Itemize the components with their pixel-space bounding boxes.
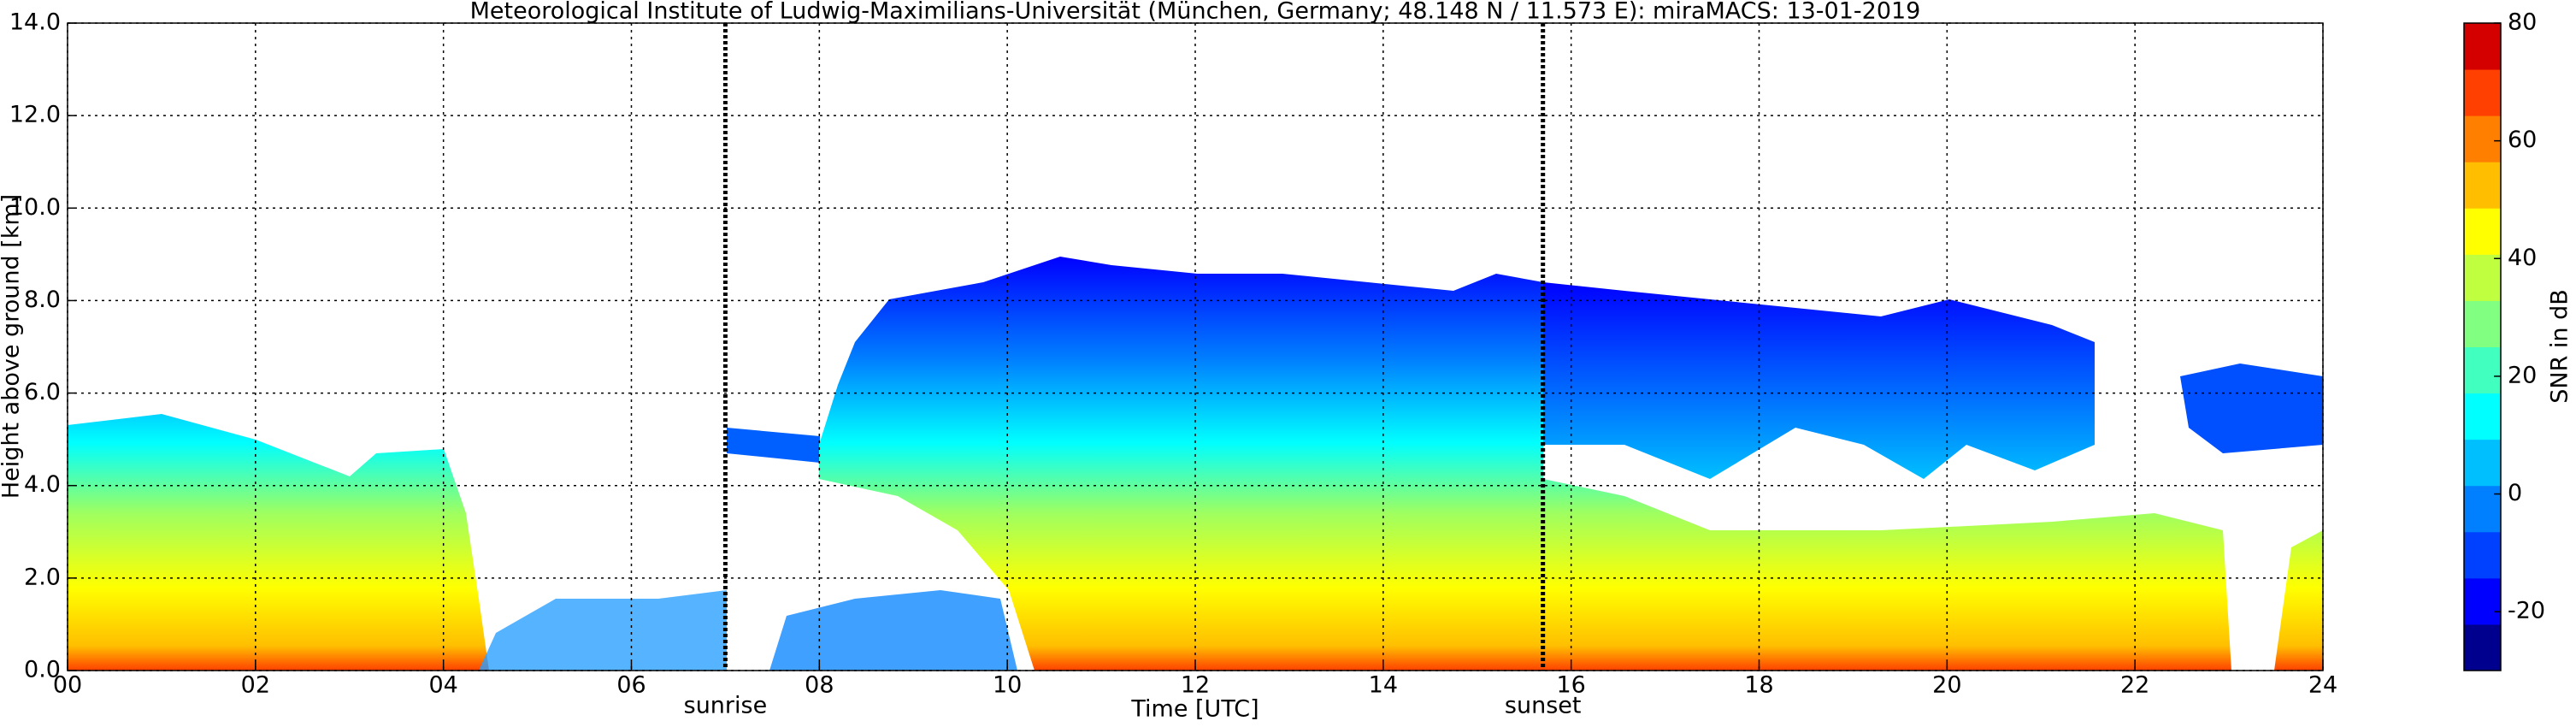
x-tick-label: 02 xyxy=(241,672,270,699)
echo-region xyxy=(819,257,1543,671)
echo-region xyxy=(1543,479,2231,671)
echo-region xyxy=(2274,530,2323,671)
echo-region xyxy=(479,590,727,671)
colorbar-segment xyxy=(2464,577,2501,625)
colorbar-segment xyxy=(2464,531,2501,579)
y-tick-label: 6.0 xyxy=(24,379,61,405)
plot-frame xyxy=(67,22,2324,671)
x-tick-label: 22 xyxy=(2120,672,2149,699)
y-tick-label: 12.0 xyxy=(9,102,61,128)
colorbar-segment xyxy=(2464,624,2501,671)
echo-region xyxy=(1543,282,2095,479)
colorbar-label: SNR in dB xyxy=(2547,289,2573,404)
annotation: sunset xyxy=(1505,693,1582,719)
colorbar-segment xyxy=(2464,23,2501,70)
x-tick-label: 06 xyxy=(616,672,645,699)
chart-title: Meteorological Institute of Ludwig-Maxim… xyxy=(470,0,1921,25)
y-tick-label: 2.0 xyxy=(24,564,61,590)
x-tick-label: 00 xyxy=(53,672,82,699)
colorbar-segment xyxy=(2464,300,2501,347)
colorbar-segment xyxy=(2464,162,2501,209)
colorbar-tick-label: 40 xyxy=(2508,245,2537,271)
x-tick-label: 10 xyxy=(993,672,1022,699)
y-tick-label: 0.0 xyxy=(24,657,61,683)
x-tick-label: 08 xyxy=(805,672,834,699)
echo-region xyxy=(727,428,820,463)
x-tick-label: 24 xyxy=(2308,672,2337,699)
echo-region xyxy=(2180,364,2323,453)
colorbar-frame xyxy=(2463,22,2502,671)
colorbar-segment xyxy=(2464,69,2501,116)
x-tick-label: 12 xyxy=(1181,672,1210,699)
x-tick-label: 18 xyxy=(1744,672,1773,699)
x-tick-label: 04 xyxy=(428,672,457,699)
colorbar-tick-label: 0 xyxy=(2508,480,2522,506)
x-tick-label: 14 xyxy=(1369,672,1398,699)
colorbar-segment xyxy=(2464,208,2501,255)
colorbar-tick-label: 60 xyxy=(2508,127,2537,153)
colorbar-segment xyxy=(2464,439,2501,487)
annotation: sunrise xyxy=(684,693,768,719)
echo-region xyxy=(68,414,489,671)
y-axis-label: Height above ground [km] xyxy=(0,194,25,499)
echo-field xyxy=(68,257,2323,671)
colorbar-tick-label: 80 xyxy=(2508,9,2537,36)
x-axis-label: Time [UTC] xyxy=(1130,696,1259,723)
colorbar-segment xyxy=(2464,115,2501,163)
colorbar-segment xyxy=(2464,254,2501,301)
y-tick-label: 8.0 xyxy=(24,287,61,313)
colorbar-segment xyxy=(2464,393,2501,440)
y-tick-label: 14.0 xyxy=(9,9,61,36)
x-tick-label: 20 xyxy=(1932,672,1961,699)
colorbar-segment xyxy=(2464,346,2501,394)
colorbar-tick-label: 20 xyxy=(2508,362,2537,388)
colorbar-tick-label: -20 xyxy=(2508,598,2545,624)
x-tick-label: 16 xyxy=(1556,672,1585,699)
echo-region xyxy=(769,590,1017,671)
y-tick-label: 10.0 xyxy=(9,194,61,221)
colorbar-segment xyxy=(2464,485,2501,533)
y-tick-label: 4.0 xyxy=(24,471,61,498)
